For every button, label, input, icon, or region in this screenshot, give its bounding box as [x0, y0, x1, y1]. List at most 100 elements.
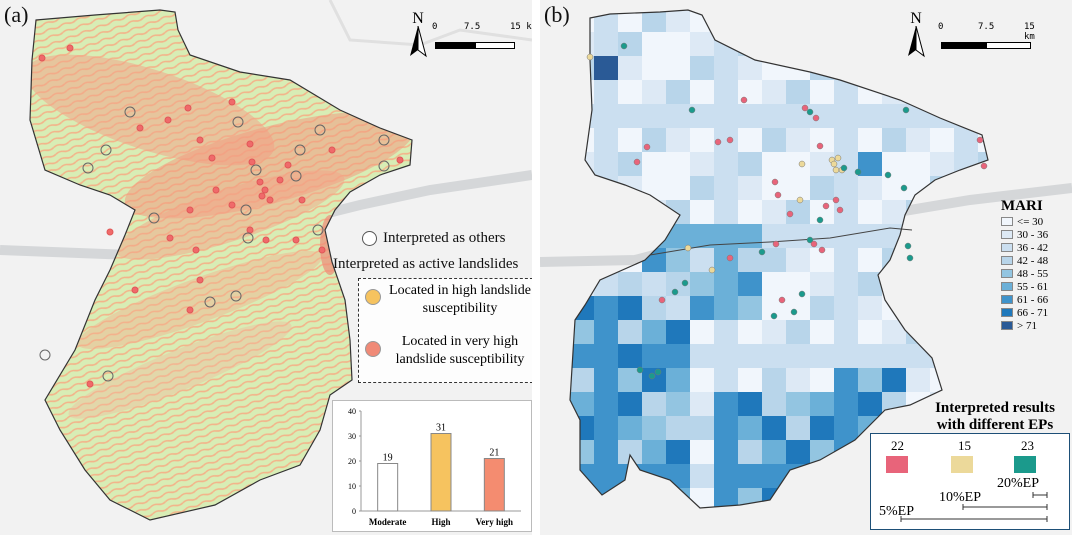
others-marker-icon — [362, 231, 377, 246]
mari-class-label: <= 30 — [1017, 215, 1044, 228]
mari-swatch — [1001, 256, 1013, 265]
mari-cell — [594, 416, 618, 440]
mari-cell — [690, 344, 714, 368]
mari-cell — [858, 344, 882, 368]
mari-cell — [690, 152, 714, 176]
mari-cell — [690, 224, 714, 248]
ep-point — [832, 166, 840, 174]
mari-cell — [834, 392, 858, 416]
mari-cell — [690, 440, 714, 464]
mari-cell — [786, 248, 810, 272]
mari-cell — [762, 416, 786, 440]
bar-ytick: 10 — [348, 482, 356, 491]
ep-point — [658, 296, 666, 304]
bar-moderate — [377, 463, 399, 512]
mari-cell — [762, 272, 786, 296]
ep-point — [726, 254, 734, 262]
map-b-canvas[interactable] — [540, 0, 1072, 535]
ep-point — [786, 210, 794, 218]
mari-cell — [810, 152, 834, 176]
mari-cell — [786, 176, 810, 200]
mari-cell — [594, 320, 618, 344]
mari-cell — [666, 392, 690, 416]
landslide-point — [66, 44, 74, 52]
landslide-point — [212, 186, 220, 194]
mari-cell — [738, 320, 762, 344]
mari-swatch — [1001, 230, 1013, 239]
mari-cell — [906, 368, 930, 392]
mari-cell — [714, 200, 738, 224]
mari-cell — [834, 176, 858, 200]
landslide-point — [258, 192, 266, 200]
ep-point — [900, 184, 908, 192]
landslide-point — [250, 164, 262, 176]
mari-cell — [666, 32, 690, 56]
ep-point — [636, 366, 644, 374]
mari-cell — [642, 80, 666, 104]
mari-cell — [666, 56, 690, 80]
landslide-point — [242, 232, 254, 244]
ep-legend-title: Interpreted results with different EPs — [920, 400, 1070, 434]
mari-class-label: 55 - 61 — [1017, 280, 1049, 293]
mari-cell — [882, 368, 906, 392]
ep-point — [684, 244, 692, 252]
mari-cell — [810, 80, 834, 104]
mari-cell — [834, 104, 858, 128]
landslide-point — [284, 161, 292, 169]
mari-cell — [690, 416, 714, 440]
mari-cell — [762, 392, 786, 416]
mari-cell — [858, 296, 882, 320]
bar-category-label: High — [431, 517, 450, 527]
mari-cell — [690, 392, 714, 416]
mari-cell — [690, 368, 714, 392]
ep-point — [772, 240, 780, 248]
mari-cell — [882, 128, 906, 152]
mari-cell — [858, 368, 882, 392]
mari-class-item: <= 30 — [1001, 215, 1069, 228]
mari-cell — [690, 464, 714, 488]
mari-cell — [594, 392, 618, 416]
mari-cell — [570, 368, 594, 392]
mari-cell — [738, 248, 762, 272]
mari-cell — [594, 56, 618, 80]
mari-cell — [738, 272, 762, 296]
mari-cell — [714, 56, 738, 80]
mari-swatch — [1001, 321, 1013, 330]
mari-cell — [642, 104, 666, 128]
mari-cell — [618, 344, 642, 368]
landslide-point — [294, 144, 306, 156]
scale-tick-end: 15 km — [1024, 22, 1035, 42]
mari-cell — [930, 152, 954, 176]
mari-cell — [666, 128, 690, 152]
ep-point — [774, 191, 782, 199]
mari-cell — [882, 104, 906, 128]
mari-cell — [810, 368, 834, 392]
mari-cell — [834, 296, 858, 320]
mari-cell — [810, 320, 834, 344]
mari-cell — [738, 224, 762, 248]
landslide-point — [38, 54, 46, 62]
mari-cell — [858, 392, 882, 416]
ep-point — [688, 106, 696, 114]
mari-cell — [714, 488, 738, 508]
mari-cell — [858, 152, 882, 176]
panel-a-susceptibility-map: (a) N 0 7.5 15 km Interpreted as others … — [0, 0, 532, 535]
mari-cell — [714, 368, 738, 392]
mari-cell — [714, 464, 738, 488]
ep-swatch-10 — [951, 456, 973, 473]
ep-point — [976, 136, 984, 144]
ep-point — [798, 290, 806, 298]
north-label-b: N — [910, 10, 922, 27]
mari-cell — [738, 128, 762, 152]
legend-active-title: Interpreted as active landslides — [333, 256, 519, 272]
landslide-point — [246, 140, 254, 148]
landslide-point — [232, 116, 244, 128]
mari-swatch — [1001, 308, 1013, 317]
map-a-canvas[interactable] — [0, 0, 532, 535]
mari-cell — [858, 104, 882, 128]
mari-class-item: 30 - 36 — [1001, 228, 1069, 241]
mari-cell — [666, 416, 690, 440]
mari-cell — [762, 320, 786, 344]
mari-cell — [882, 200, 906, 224]
ep-point — [830, 160, 838, 168]
